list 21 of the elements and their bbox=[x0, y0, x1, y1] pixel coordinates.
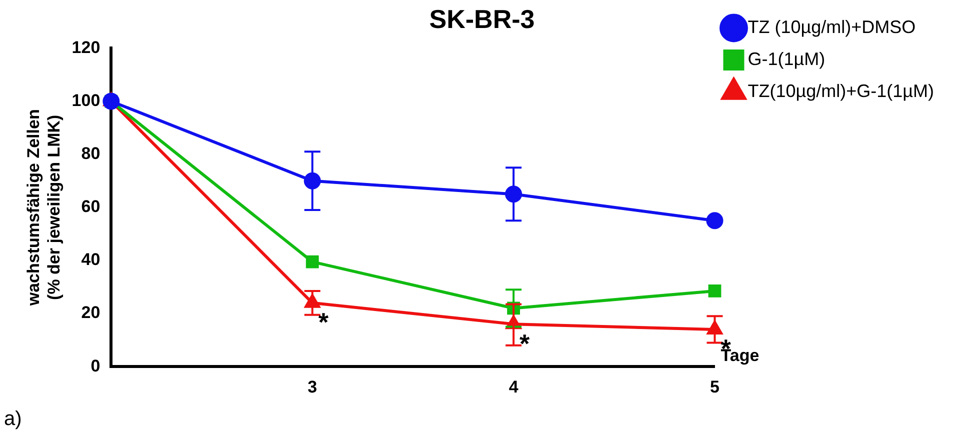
y-tick-label: 80 bbox=[81, 144, 100, 164]
x-tick-label: 5 bbox=[710, 377, 720, 396]
y-tick-label: 20 bbox=[81, 303, 100, 322]
x-tick-label: 4 bbox=[508, 377, 519, 396]
y-tick-label: 40 bbox=[81, 250, 100, 270]
text: a) bbox=[4, 408, 22, 431]
y-tick-label: 120 bbox=[72, 38, 100, 57]
y-tick-label: 0 bbox=[90, 356, 100, 376]
legend-label: G-1(1µM) bbox=[748, 48, 826, 69]
y-tick-label: 100 bbox=[72, 90, 100, 110]
x-tick-label: 3 bbox=[308, 377, 318, 396]
legend-label: TZ(10µg/ml)+G-1(1µM) bbox=[748, 80, 934, 101]
annotation: * bbox=[318, 307, 330, 338]
y-axis-title: wachstumsfähige Zellen (% der jeweiligen LMK) bbox=[24, 109, 64, 307]
chart-title: SK-BR-3 bbox=[429, 4, 535, 34]
legend-label: TZ (10µg/ml)+DMSO bbox=[748, 16, 916, 37]
point bbox=[306, 255, 319, 268]
annotation: * bbox=[520, 328, 531, 358]
y-tick-label: 60 bbox=[81, 197, 100, 216]
point bbox=[706, 212, 724, 230]
point bbox=[708, 284, 722, 298]
